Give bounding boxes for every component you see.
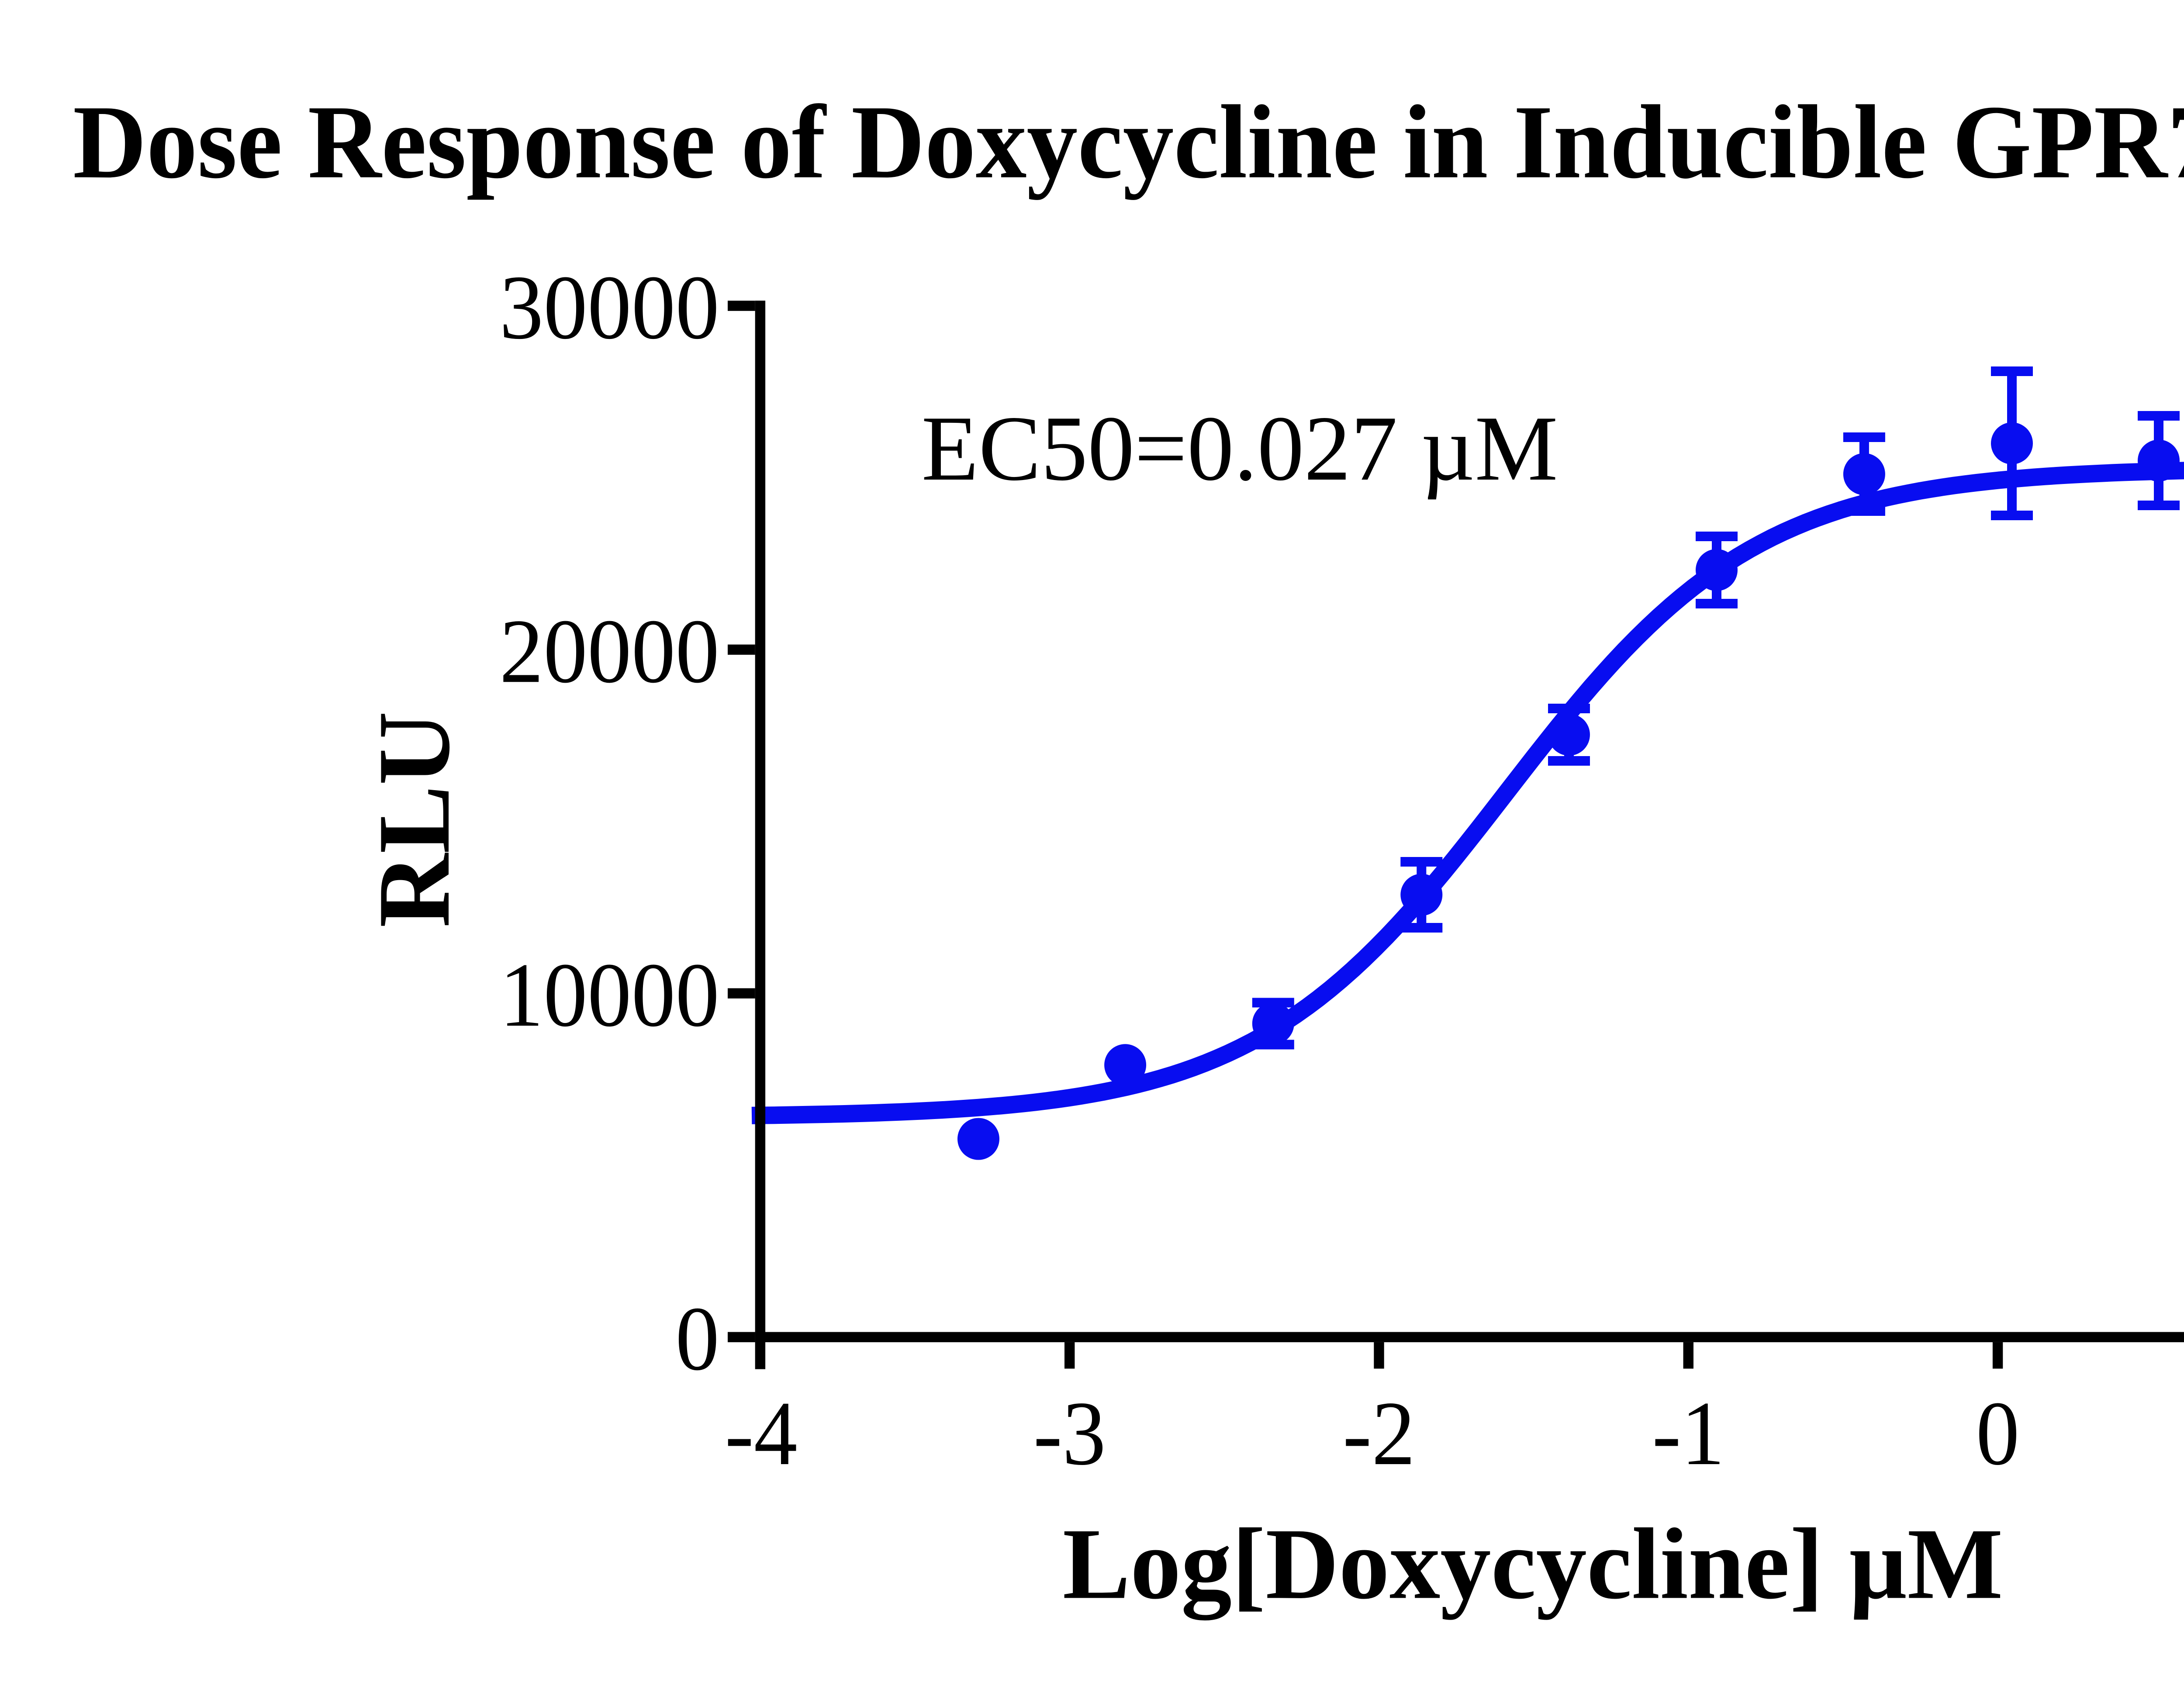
svg-text:Dose Response of Doxycycline i: Dose Response of Doxycycline in Inducibl… <box>73 84 2184 200</box>
svg-text:-2: -2 <box>1343 1382 1415 1484</box>
svg-text:0: 0 <box>675 1288 719 1389</box>
svg-text:EC50=0.027 µM: EC50=0.027 µM <box>922 397 1558 500</box>
svg-text:10000: 10000 <box>500 944 719 1046</box>
svg-text:20000: 20000 <box>500 601 719 702</box>
svg-text:0: 0 <box>1976 1382 2020 1484</box>
svg-text:30000: 30000 <box>500 256 719 358</box>
svg-text:-1: -1 <box>1652 1382 1724 1484</box>
svg-text:RLU: RLU <box>356 711 471 927</box>
svg-text:Log[Doxycycline] µM: Log[Doxycycline] µM <box>1063 1508 2003 1620</box>
svg-text:-3: -3 <box>1033 1382 1106 1484</box>
svg-text:-4: -4 <box>725 1382 797 1484</box>
